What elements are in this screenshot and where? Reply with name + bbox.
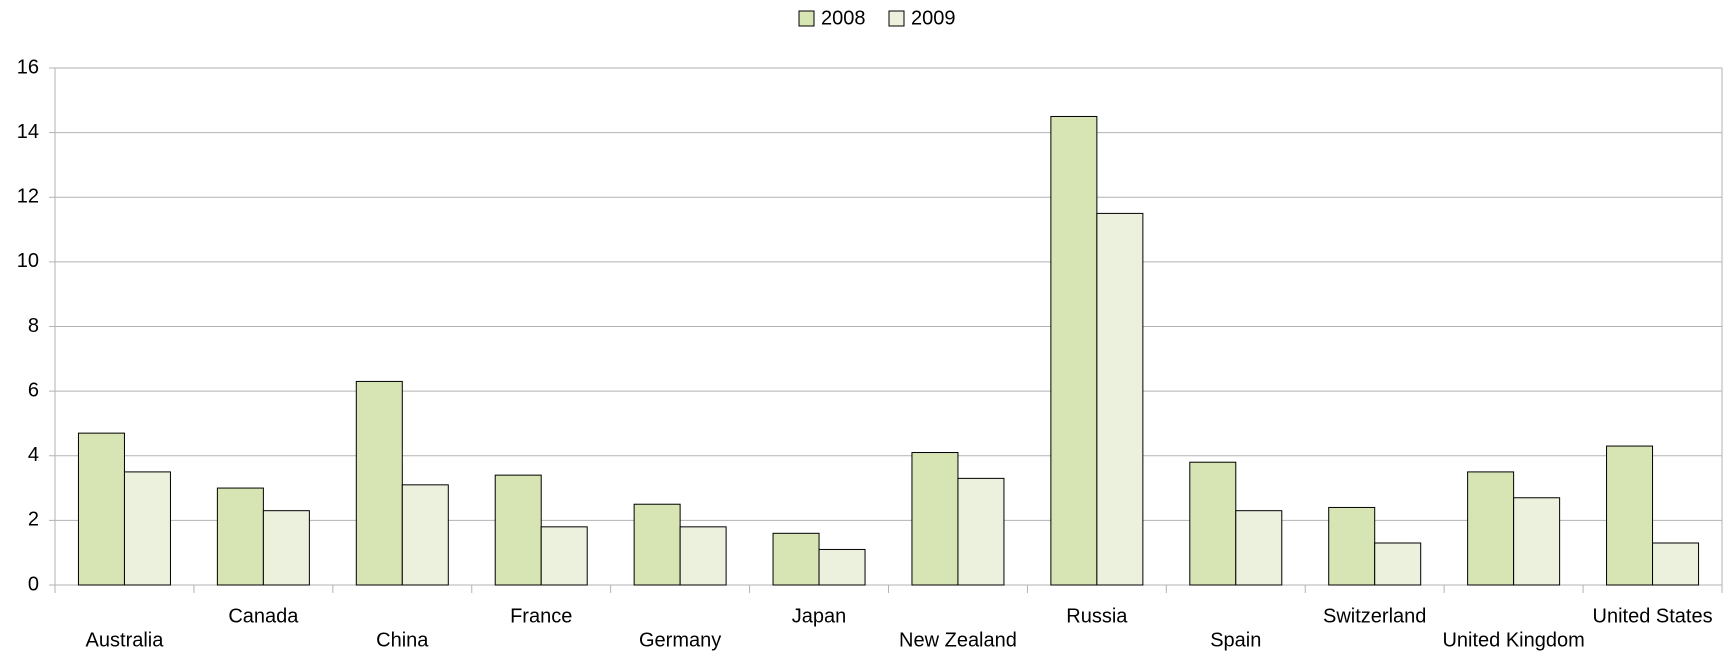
y-tick-label: 8 (28, 315, 39, 337)
x-tick-label: United States (1593, 605, 1713, 627)
bar (123, 471, 171, 586)
y-tick-label: 12 (17, 186, 39, 208)
legend-swatch (798, 10, 815, 27)
bar (818, 548, 866, 586)
x-tick-label: Australia (86, 629, 165, 651)
bar (1235, 510, 1283, 586)
bar (957, 477, 1005, 586)
x-tick-label: Russia (1066, 605, 1128, 627)
x-tick-label: Switzerland (1323, 605, 1426, 627)
bar (1374, 542, 1422, 586)
bar (401, 484, 449, 586)
y-tick-label: 2 (28, 509, 39, 531)
bar (355, 380, 403, 586)
bar (772, 532, 820, 586)
bar (540, 526, 588, 586)
bar (633, 503, 681, 586)
y-tick-label: 14 (17, 121, 39, 143)
bar (1096, 212, 1144, 586)
bar (494, 474, 542, 586)
x-tick-label: United Kingdom (1442, 629, 1584, 651)
legend-label: 2009 (911, 7, 956, 29)
x-tick-label: France (510, 605, 572, 627)
bar (1513, 497, 1561, 586)
bar (1606, 445, 1654, 586)
x-tick-label: Spain (1210, 629, 1261, 651)
y-tick-label: 4 (28, 444, 39, 466)
bar (679, 526, 727, 586)
x-tick-label: Germany (639, 629, 721, 651)
legend-swatch (888, 10, 905, 27)
bar (911, 452, 959, 586)
x-tick-label: New Zealand (899, 629, 1017, 651)
x-tick-label: China (376, 629, 429, 651)
y-tick-label: 6 (28, 379, 39, 401)
x-tick-label: Japan (792, 605, 847, 627)
bar (1652, 542, 1700, 586)
bar (1189, 461, 1237, 586)
bar (1467, 471, 1515, 586)
y-tick-label: 16 (17, 56, 39, 78)
y-tick-label: 0 (28, 573, 39, 595)
bar (1050, 115, 1098, 586)
bar (216, 487, 264, 586)
bar (1328, 506, 1376, 586)
bar (262, 510, 310, 586)
y-tick-label: 10 (17, 250, 39, 272)
x-tick-label: Canada (228, 605, 299, 627)
bar (77, 432, 125, 586)
legend-label: 2008 (821, 7, 866, 29)
